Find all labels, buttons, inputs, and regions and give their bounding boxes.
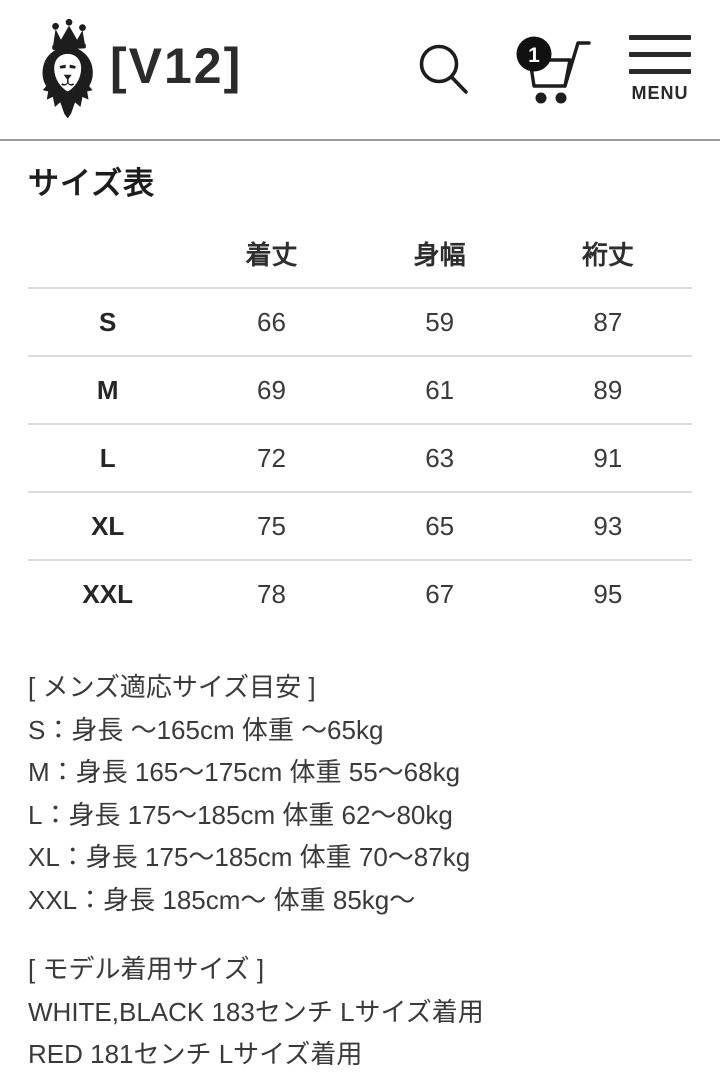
table-row: M 69 61 89 [28,356,692,424]
page-title: サイズ表 [28,166,156,201]
size-cell: L [99,442,116,473]
hamburger-icon [629,35,691,74]
model-size-info: [ モデル着用サイズ ] WHITE,BLACK 183センチ Lサイズ着用 R… [28,948,692,1076]
guide-line-m: M：身長 165〜175cm 体重 55〜68kg [28,757,461,787]
guide-line-xl: XL：身長 175〜185cm 体重 70〜87kg [28,842,471,872]
cart-badge-count: 1 [528,44,540,67]
search-icon [419,44,468,94]
guide-heading: [ メンズ適応サイズ目安 ] [28,672,316,702]
value-cell: 75 [257,510,286,541]
value-cell: 67 [425,579,455,609]
column-header-length: 着丈 [245,240,298,270]
size-cell: XXL [82,579,133,609]
lion-crown-icon [42,18,93,118]
size-cell: S [99,306,117,337]
guide-line-s: S：身長 〜165cm 体重 〜65kg [28,714,384,745]
size-cell: XL [91,510,125,541]
table-row: S 66 59 87 [28,288,692,356]
value-cell: 65 [425,510,455,541]
value-cell: 93 [593,510,623,541]
site-header: [V12] 1 MENU [0,0,720,141]
menu-button[interactable]: MENU [628,35,692,104]
cart-icon: 1 [516,36,591,103]
cart-badge [516,36,552,71]
guide-line-xxl: XXL：身長 185cm〜 体重 85kg〜 [28,884,416,915]
column-header-width: 身幅 [413,240,466,270]
value-cell: 63 [425,442,455,473]
value-cell: 59 [425,306,455,337]
model-heading: [ モデル着用サイズ ] [28,954,265,984]
size-table-corner-cell [28,224,187,288]
main-content: サイズ表 着丈 身幅 裄丈 S 66 59 87 M 69 61 [0,158,720,1076]
table-row: L 72 63 91 [28,424,692,492]
column-header-sleeve: 裄丈 [581,240,634,270]
value-cell: 61 [425,374,455,405]
brand-wordmark: [V12] [110,37,243,94]
search-button[interactable] [414,40,472,100]
table-row: XL 75 65 93 [28,492,692,560]
value-cell: 78 [257,579,286,609]
value-cell: 69 [257,374,286,405]
value-cell: 91 [593,442,623,473]
size-table: 着丈 身幅 裄丈 S 66 59 87 M 69 61 89 L 72 63 [28,224,692,628]
value-cell: 66 [257,306,286,337]
size-table-header-row: 着丈 身幅 裄丈 [28,224,692,288]
header-actions: 1 MENU [414,34,692,106]
size-cell: M [96,374,119,405]
cart-button[interactable]: 1 [508,34,592,106]
menu-label: MENU [631,83,689,103]
value-cell: 87 [593,306,623,337]
model-line-red: RED 181センチ Lサイズ着用 [28,1039,363,1069]
model-line-white-black: WHITE,BLACK 183センチ Lサイズ着用 [28,996,484,1027]
table-row: XXL 78 67 95 [28,560,692,628]
mens-size-guide: [ メンズ適応サイズ目安 ] S：身長 〜165cm 体重 〜65kg M：身長… [28,666,692,921]
value-cell: 72 [257,442,286,473]
value-cell: 89 [593,374,623,405]
brand-logo[interactable]: [V12] [30,16,242,124]
value-cell: 95 [593,579,623,609]
guide-line-l: L：身長 175〜185cm 体重 62〜80kg [28,799,453,830]
